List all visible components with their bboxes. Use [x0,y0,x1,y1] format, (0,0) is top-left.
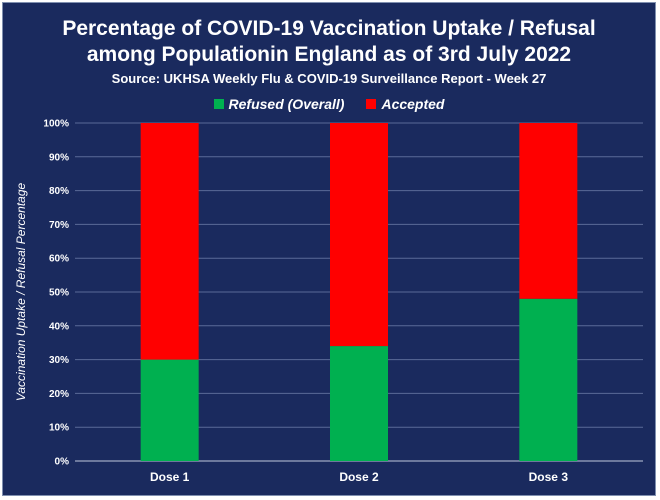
legend-label-accepted: Accepted [381,96,445,112]
legend-item-refused: Refused (Overall) [213,96,345,112]
y-tick-label: 80% [49,186,69,197]
x-tick-label: Dose 2 [339,470,379,484]
chart-title-line2: among Populationin England as of 3rd Jul… [86,43,572,66]
y-axis-label: Vaccination Uptake / Refusal Percentage [14,183,28,402]
legend-swatch-refused [213,99,224,109]
y-tick-label: 40% [49,321,69,332]
y-tick-label: 0% [55,457,70,468]
x-tick-label: Dose 1 [150,470,190,484]
legend-label-refused: Refused (Overall) [228,96,345,112]
legend: Refused (Overall) Accepted [3,96,655,112]
bar-refused [330,346,388,461]
bar-accepted [330,123,388,347]
y-tick-label: 100% [43,119,69,130]
bar-refused [519,298,578,461]
chart-plot: 0% 10% 20% 30% 40% 50% 60% 70% 80% 90% 100% Vaccina… [14,119,643,484]
x-tick-label: Dose 3 [529,470,569,484]
bar-refused [140,359,199,461]
bar-accepted [519,123,578,299]
y-tick-label: 70% [49,220,69,231]
legend-item-accepted: Accepted [366,96,444,112]
y-tick-label: 60% [49,254,69,265]
y-tick-label: 90% [49,152,69,163]
chart-title: Percentage of COVID-19 Vaccination Uptak… [62,17,596,40]
bar-accepted [140,123,199,360]
y-tick-label: 20% [49,389,69,400]
chart-subtitle: Source: UKHSA Weekly Flu & COVID-19 Surv… [111,71,547,86]
y-tick-label: 30% [49,355,69,366]
chart-frame: Percentage of COVID-19 Vaccination Uptak… [2,2,656,496]
legend-swatch-accepted [366,99,377,109]
y-tick-label: 10% [49,423,69,434]
y-tick-label: 50% [49,288,69,299]
